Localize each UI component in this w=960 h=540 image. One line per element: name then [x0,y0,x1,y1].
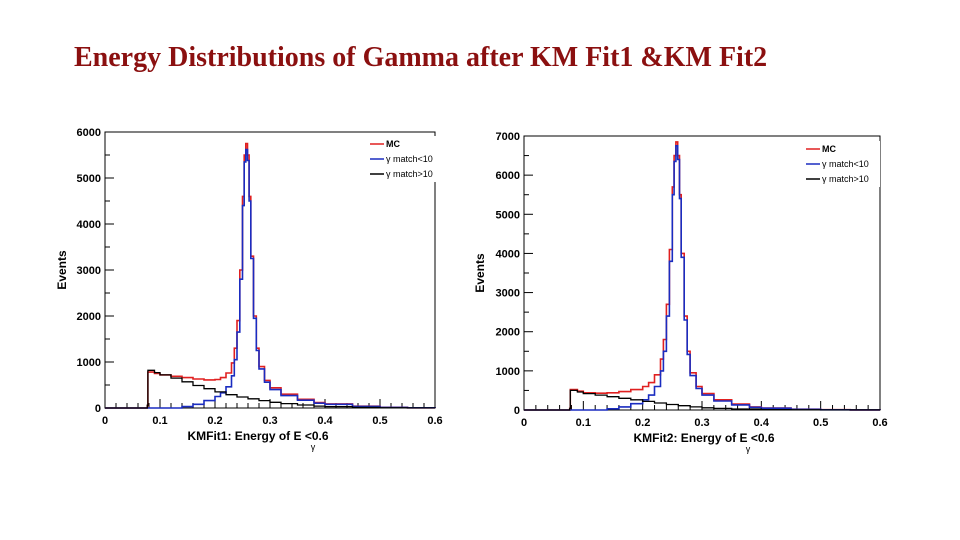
x-tick-label: 0.6 [427,415,442,427]
legend-label-2: γ match<10 [822,159,869,169]
y-tick-label: 1000 [77,357,101,369]
legend: MC γ match<10 γ match>10 [366,136,438,182]
y-tick-label: 4000 [496,248,520,260]
legend-label-2: γ match<10 [386,154,433,164]
y-axis-title: Events [55,250,69,290]
y-tick-label: 5000 [496,209,520,221]
y-tick-label: 0 [95,403,101,415]
y-tick-label: 3000 [496,288,520,300]
series-line-2 [105,148,436,409]
x-tick-label: 0.4 [317,415,333,427]
y-tick-label: 4000 [77,219,101,231]
x-tick-label: 0.2 [207,415,222,427]
x-tick-label: 0.4 [754,417,770,429]
y-tick-label: 0 [514,405,520,417]
x-axis-subscript: γ [746,444,751,454]
x-axis-title: KMFit1: Energy of E <0.6 [187,429,328,443]
series-line-3 [524,389,881,411]
x-tick-label: 0 [102,415,108,427]
y-axis-title: Events [473,253,487,293]
x-tick-label: 0.3 [262,415,277,427]
x-tick-label: 0 [521,417,527,429]
kmfit2-energy-chart: 0 1000 2000 3000 4000 5000 6000 7000 0 0.1 0.2 0.3 0… [473,131,888,454]
x-tick-label: 0.1 [152,415,167,427]
x-tick-label: 0.5 [813,417,828,429]
x-axis-title: KMFit2: Energy of E <0.6 [633,431,774,445]
legend-label-3: γ match>10 [386,169,433,179]
y-tick-label: 6000 [496,170,520,182]
legend: MC γ match<10 γ match>10 [802,141,880,187]
x-tick-label: 0.5 [372,415,387,427]
x-axis-subscript: γ [311,442,316,452]
y-tick-label: 7000 [496,131,520,143]
y-tick-label: 6000 [77,127,101,139]
y-tick-label: 2000 [496,327,520,339]
y-tick-label: 3000 [77,265,101,277]
kmfit1-energy-chart: 0 1000 2000 3000 4000 5000 6000 0 0.1 0.2 0.3 0.4 0.… [55,127,443,452]
legend-label-1: MC [822,144,836,154]
x-tick-label: 0.2 [635,417,650,429]
legend-label-3: γ match>10 [822,174,869,184]
y-tick-label: 2000 [77,311,101,323]
page-title: Energy Distributions of Gamma after KM F… [74,42,768,73]
series-line-2 [524,145,881,411]
x-tick-label: 0.3 [694,417,709,429]
series-line-3 [105,369,436,409]
y-tick-label: 5000 [77,173,101,185]
x-tick-label: 0.1 [576,417,591,429]
y-tick-label: 1000 [496,366,520,378]
legend-label-1: MC [386,139,400,149]
x-tick-label: 0.6 [872,417,887,429]
